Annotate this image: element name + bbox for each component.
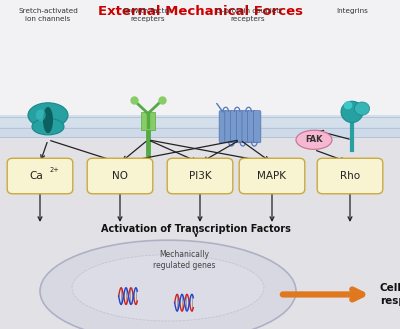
FancyBboxPatch shape bbox=[7, 158, 73, 194]
Text: FAK: FAK bbox=[305, 135, 323, 144]
Text: PI3K: PI3K bbox=[189, 171, 211, 181]
FancyBboxPatch shape bbox=[236, 111, 244, 143]
FancyBboxPatch shape bbox=[230, 111, 238, 143]
Text: NO: NO bbox=[112, 171, 128, 181]
FancyBboxPatch shape bbox=[87, 158, 153, 194]
FancyBboxPatch shape bbox=[225, 111, 232, 143]
Text: External Mechanical Forces: External Mechanical Forces bbox=[98, 5, 302, 18]
Bar bbox=[0, 115, 400, 138]
FancyBboxPatch shape bbox=[317, 158, 383, 194]
FancyBboxPatch shape bbox=[242, 111, 250, 143]
Text: Activation of Transcription Factors: Activation of Transcription Factors bbox=[101, 224, 291, 234]
Ellipse shape bbox=[72, 255, 264, 321]
Text: MAPK: MAPK bbox=[258, 171, 286, 181]
FancyBboxPatch shape bbox=[219, 111, 226, 143]
Text: G-protein coupled
recepters: G-protein coupled recepters bbox=[216, 8, 280, 22]
Ellipse shape bbox=[36, 109, 46, 121]
Ellipse shape bbox=[28, 103, 68, 128]
Bar bbox=[0, 127, 400, 329]
FancyBboxPatch shape bbox=[239, 158, 305, 194]
Text: Growth-factor
recepters: Growth-factor recepters bbox=[123, 8, 173, 22]
Bar bbox=[141, 112, 155, 130]
Ellipse shape bbox=[341, 101, 363, 122]
Text: Ca: Ca bbox=[29, 171, 43, 181]
Ellipse shape bbox=[344, 101, 352, 110]
FancyBboxPatch shape bbox=[167, 158, 233, 194]
Text: Mechanically
regulated genes: Mechanically regulated genes bbox=[153, 250, 215, 270]
Ellipse shape bbox=[296, 130, 332, 149]
Text: Cell
response: Cell response bbox=[380, 283, 400, 306]
FancyBboxPatch shape bbox=[248, 111, 255, 143]
Text: 2+: 2+ bbox=[50, 167, 60, 173]
Ellipse shape bbox=[43, 107, 53, 133]
Text: Sretch-activated
ion channels: Sretch-activated ion channels bbox=[18, 8, 78, 22]
Text: Rho: Rho bbox=[340, 171, 360, 181]
Ellipse shape bbox=[354, 102, 370, 115]
Bar bbox=[0, 0, 400, 127]
Ellipse shape bbox=[32, 118, 64, 135]
Ellipse shape bbox=[40, 240, 296, 329]
FancyBboxPatch shape bbox=[254, 111, 261, 143]
Text: Integrins: Integrins bbox=[336, 8, 368, 14]
